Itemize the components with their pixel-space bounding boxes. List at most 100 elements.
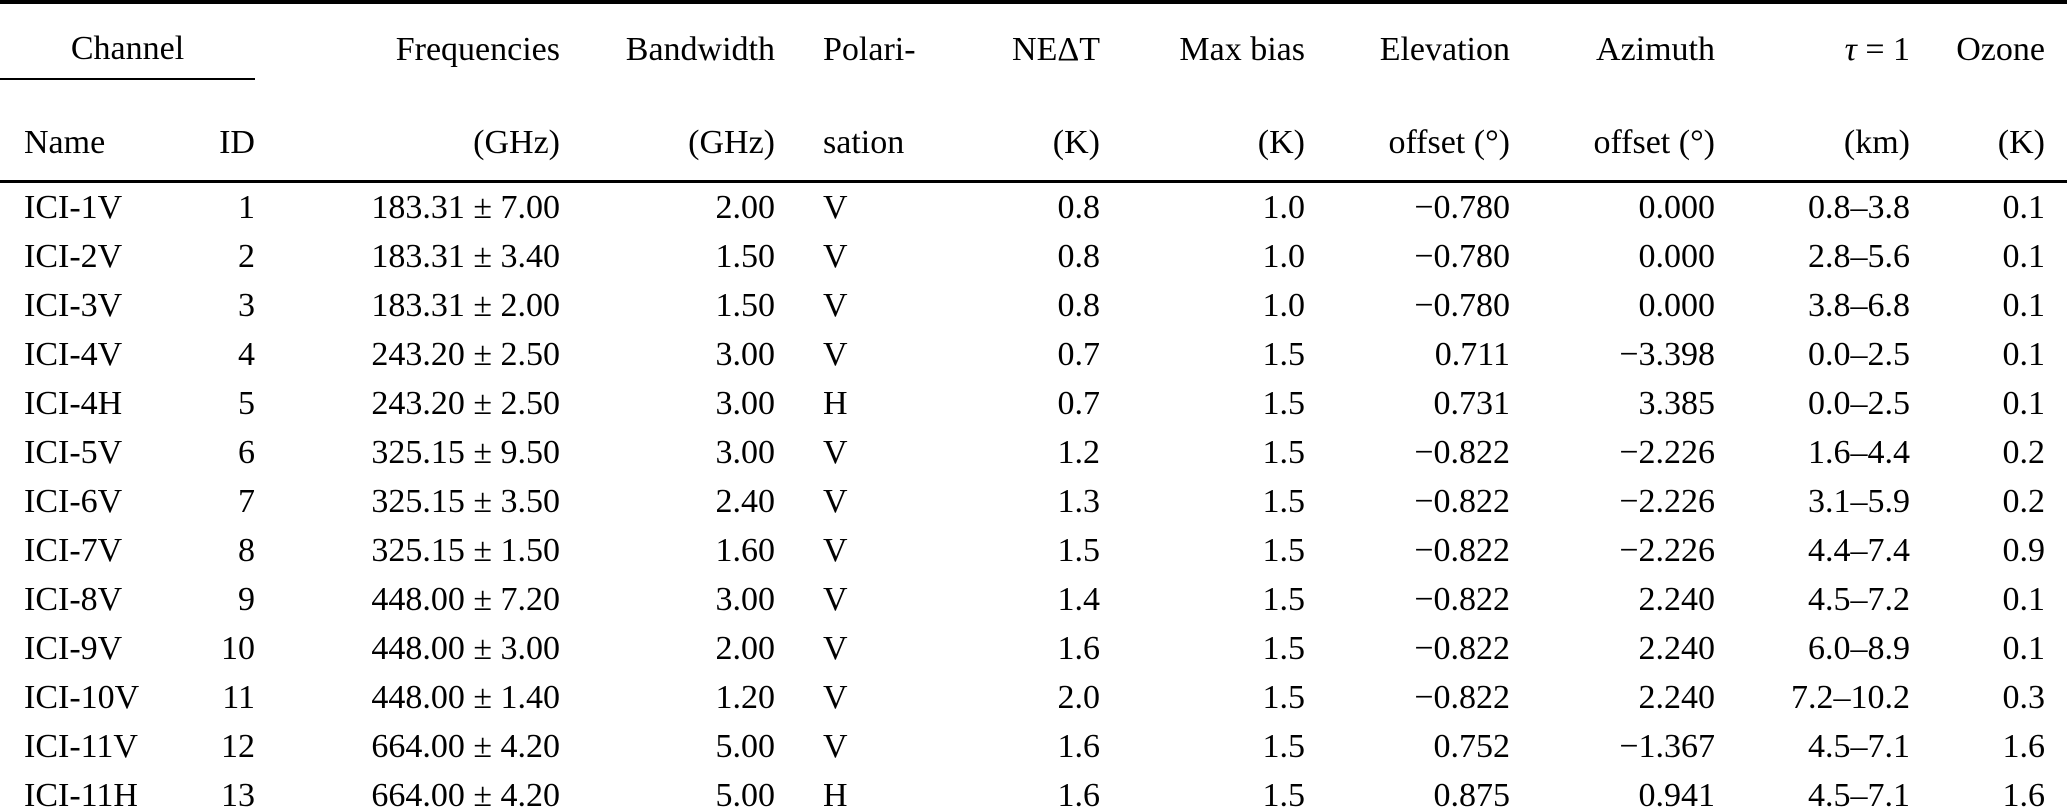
cell-ozone: 0.2 — [2002, 433, 2046, 471]
cell-elevation-offset: 0.731 — [1433, 384, 1511, 422]
cell-nedt: 0.8 — [1057, 237, 1101, 275]
header-ozone-unit: (K) — [1910, 79, 2067, 183]
cell-name: ICI-2V — [24, 237, 123, 275]
cell-max-bias: 1.5 — [1262, 433, 1306, 471]
cell-nedt: 0.8 — [1057, 286, 1101, 324]
cell-nedt: 0.8 — [1057, 188, 1101, 226]
cell-polarisation: V — [823, 678, 848, 716]
cell-bandwidth: 5.00 — [715, 776, 776, 812]
cell-azimuth-offset: 2.240 — [1638, 629, 1716, 667]
cell-bandwidth: 5.00 — [715, 727, 776, 765]
cell-polarisation: V — [823, 580, 848, 618]
cell-tau1: 4.4–7.4 — [1808, 531, 1910, 569]
cell-id: 2 — [238, 237, 255, 275]
cell-id: 11 — [222, 678, 255, 716]
cell-frequency: 448.00 ± 7.20 — [371, 580, 560, 618]
table-row: ICI-10V 11 448.00 ± 1.40 1.20 V 2.0 1.5 … — [0, 673, 2067, 722]
table-row: ICI-4V 4 243.20 ± 2.50 3.00 V 0.7 1.5 0.… — [0, 330, 2067, 379]
header-azimuth: Azimuth — [1596, 31, 1715, 68]
cell-elevation-offset: −0.822 — [1414, 678, 1510, 716]
cell-id: 4 — [238, 335, 255, 373]
header-nedt-unit: (K) — [905, 79, 1100, 183]
cell-nedt: 1.2 — [1057, 433, 1101, 471]
table-row: ICI-2V 2 183.31 ± 3.40 1.50 V 0.8 1.0 −0… — [0, 232, 2067, 281]
cell-bandwidth: 3.00 — [715, 433, 776, 471]
table-row: ICI-1V 1 183.31 ± 7.00 2.00 V 0.8 1.0 −0… — [0, 182, 2067, 233]
cell-frequency: 448.00 ± 1.40 — [371, 678, 560, 716]
cell-elevation-offset: 0.711 — [1434, 335, 1510, 373]
cell-max-bias: 1.5 — [1262, 531, 1306, 569]
cell-frequency: 183.31 ± 7.00 — [371, 188, 560, 226]
cell-tau1: 4.5–7.1 — [1808, 776, 1910, 812]
cell-id: 3 — [238, 286, 255, 324]
header-elevation-unit: offset (°) — [1305, 79, 1510, 183]
cell-max-bias: 1.0 — [1262, 286, 1306, 324]
cell-ozone: 0.1 — [2002, 188, 2046, 226]
cell-elevation-offset: −0.780 — [1414, 237, 1510, 275]
cell-bandwidth: 3.00 — [715, 580, 776, 618]
cell-azimuth-offset: −1.367 — [1619, 727, 1715, 765]
header-channel-group: Channel — [0, 2, 255, 80]
cell-nedt: 1.6 — [1057, 727, 1101, 765]
cell-bandwidth: 1.50 — [715, 286, 776, 324]
header-azimuth-unit: offset (°) — [1510, 79, 1715, 183]
cell-name: ICI-5V — [24, 433, 123, 471]
cell-max-bias: 1.0 — [1262, 188, 1306, 226]
table-row: ICI-8V 9 448.00 ± 7.20 3.00 V 1.4 1.5 −0… — [0, 575, 2067, 624]
cell-bandwidth: 3.00 — [715, 384, 776, 422]
cell-bandwidth: 2.00 — [715, 188, 776, 226]
cell-polarisation: V — [823, 531, 848, 569]
cell-azimuth-offset: −2.226 — [1619, 482, 1715, 520]
cell-nedt: 1.6 — [1057, 629, 1101, 667]
cell-name: ICI-7V — [24, 531, 123, 569]
cell-frequency: 325.15 ± 1.50 — [371, 531, 560, 569]
cell-polarisation: H — [823, 384, 848, 422]
cell-ozone: 1.6 — [2002, 727, 2046, 765]
cell-nedt: 1.3 — [1057, 482, 1101, 520]
cell-tau1: 0.0–2.5 — [1808, 384, 1910, 422]
table-row: ICI-6V 7 325.15 ± 3.50 2.40 V 1.3 1.5 −0… — [0, 477, 2067, 526]
header-id: ID — [190, 79, 255, 183]
cell-id: 9 — [238, 580, 255, 618]
cell-nedt: 1.6 — [1057, 776, 1101, 812]
table-body: ICI-1V 1 183.31 ± 7.00 2.00 V 0.8 1.0 −0… — [0, 182, 2067, 812]
cell-id: 10 — [221, 629, 255, 667]
cell-polarisation: V — [823, 433, 848, 471]
cell-azimuth-offset: 0.941 — [1638, 776, 1716, 812]
cell-elevation-offset: −0.780 — [1414, 286, 1510, 324]
cell-name: ICI-3V — [24, 286, 123, 324]
cell-frequency: 664.00 ± 4.20 — [371, 776, 560, 812]
cell-frequency: 183.31 ± 3.40 — [371, 237, 560, 275]
tau-symbol: τ — [1844, 31, 1857, 68]
cell-tau1: 3.1–5.9 — [1808, 482, 1910, 520]
cell-ozone: 0.1 — [2002, 237, 2046, 275]
cell-ozone: 0.1 — [2002, 286, 2046, 324]
cell-bandwidth: 1.20 — [715, 678, 776, 716]
cell-frequency: 664.00 ± 4.20 — [371, 727, 560, 765]
header-tau1: τ = 1 — [1715, 2, 1910, 79]
cell-bandwidth: 1.50 — [715, 237, 776, 275]
table-row: ICI-4H 5 243.20 ± 2.50 3.00 H 0.7 1.5 0.… — [0, 379, 2067, 428]
cell-ozone: 0.9 — [2002, 531, 2046, 569]
cell-azimuth-offset: 0.000 — [1638, 286, 1716, 324]
cell-nedt: 0.7 — [1057, 335, 1101, 373]
header-elevation: Elevation — [1379, 31, 1510, 68]
cell-name: ICI-4H — [24, 384, 123, 422]
header-frequencies: Frequencies — [395, 31, 560, 68]
cell-max-bias: 1.5 — [1262, 482, 1306, 520]
table-row: ICI-3V 3 183.31 ± 2.00 1.50 V 0.8 1.0 −0… — [0, 281, 2067, 330]
cell-nedt: 1.4 — [1057, 580, 1101, 618]
cell-id: 6 — [238, 433, 255, 471]
cell-name: ICI-4V — [24, 335, 123, 373]
cell-polarisation: V — [823, 188, 848, 226]
cell-tau1: 1.6–4.4 — [1808, 433, 1910, 471]
header-ozone: Ozone — [1956, 31, 2045, 68]
header-max-bias-unit: (K) — [1100, 79, 1305, 183]
cell-nedt: 1.5 — [1057, 531, 1101, 569]
cell-name: ICI-9V — [24, 629, 123, 667]
cell-bandwidth: 1.60 — [715, 531, 776, 569]
cell-azimuth-offset: −2.226 — [1619, 531, 1715, 569]
cell-frequency: 243.20 ± 2.50 — [371, 384, 560, 422]
